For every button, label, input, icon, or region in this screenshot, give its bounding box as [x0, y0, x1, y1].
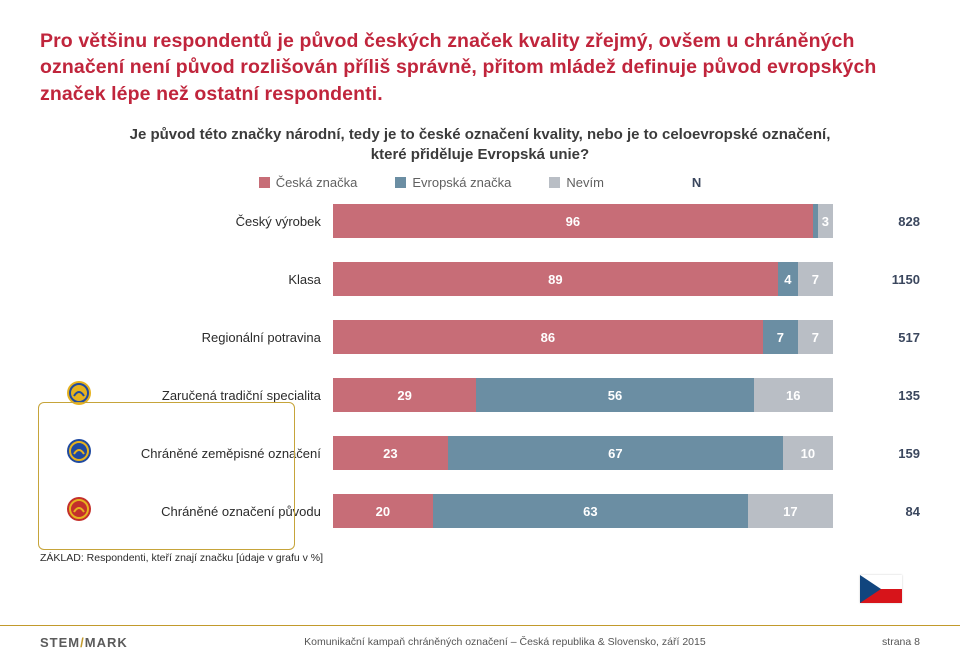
bar-segment: 89	[333, 262, 778, 296]
legend-swatch-evropska	[395, 177, 406, 188]
bar-segment: 10	[783, 436, 833, 470]
bar-segment: 20	[333, 494, 433, 528]
legend-item-evropska: Evropská značka	[395, 175, 511, 190]
bar-segment: 56	[476, 378, 753, 412]
bar-segment: 67	[448, 436, 783, 470]
page-footer: STEM/MARK Komunikační kampaň chráněných …	[0, 625, 960, 653]
stacked-bar: 236710	[333, 436, 833, 470]
stacked-bar: 8677	[333, 320, 833, 354]
bar-segment: 63	[433, 494, 748, 528]
bar-segment: 96	[333, 204, 813, 238]
legend-swatch-nevim	[549, 177, 560, 188]
legend-label-nevim: Nevím	[566, 175, 604, 190]
footer-text: Komunikační kampaň chráněných označení –…	[304, 636, 706, 648]
bar-segment: 16	[754, 378, 833, 412]
legend-swatch-ceska	[259, 177, 270, 188]
stacked-bar: 295616	[333, 378, 833, 412]
row-label: Klasa	[98, 272, 333, 287]
chart-row: Český výrobek963828	[60, 204, 920, 238]
bar-segment: 86	[333, 320, 763, 354]
stacked-bar: 963	[333, 204, 833, 238]
bar-segment: 29	[333, 378, 477, 412]
chart-footnote: ZÁKLAD: Respondenti, kteří znají značku …	[40, 552, 920, 564]
czech-flag-icon	[860, 575, 902, 603]
bar-segment: 7	[798, 320, 833, 354]
row-label: Regionální potravina	[98, 330, 333, 345]
legend-item-nevim: Nevím	[549, 175, 604, 190]
stacked-bar: 206317	[333, 494, 833, 528]
row-n-value: 1150	[833, 272, 920, 287]
row-n-value: 84	[833, 504, 920, 519]
row-n-value: 828	[833, 214, 920, 229]
legend-n-label: N	[692, 175, 701, 190]
chart-legend: Česká značka Evropská značka Nevím N	[40, 175, 920, 190]
chart-row: Klasa89471150	[60, 262, 920, 296]
bar-segment: 3	[818, 204, 833, 238]
bar-segment: 17	[748, 494, 833, 528]
legend-item-ceska: Česká značka	[259, 175, 358, 190]
footer-logo: STEM/MARK	[40, 635, 128, 650]
row-n-value: 517	[833, 330, 920, 345]
footer-page-number: strana 8	[882, 636, 920, 648]
row-label: Zaručená tradiční specialita	[98, 388, 333, 403]
row-label: Český výrobek	[98, 214, 333, 229]
bar-segment: 7	[763, 320, 798, 354]
page-headline: Pro většinu respondentů je původ českých…	[40, 28, 920, 107]
row-n-value: 159	[833, 446, 920, 461]
bar-segment: 4	[778, 262, 798, 296]
stacked-bar: 8947	[333, 262, 833, 296]
chart-row: Regionální potravina8677517	[60, 320, 920, 354]
legend-label-evropska: Evropská značka	[412, 175, 511, 190]
survey-question: Je původ této značky národní, tedy je to…	[120, 125, 840, 166]
bar-segment: 23	[333, 436, 448, 470]
legend-label-ceska: Česká značka	[276, 175, 358, 190]
eu-labels-highlight-box	[38, 402, 295, 550]
row-n-value: 135	[833, 388, 920, 403]
bar-segment: 7	[798, 262, 833, 296]
